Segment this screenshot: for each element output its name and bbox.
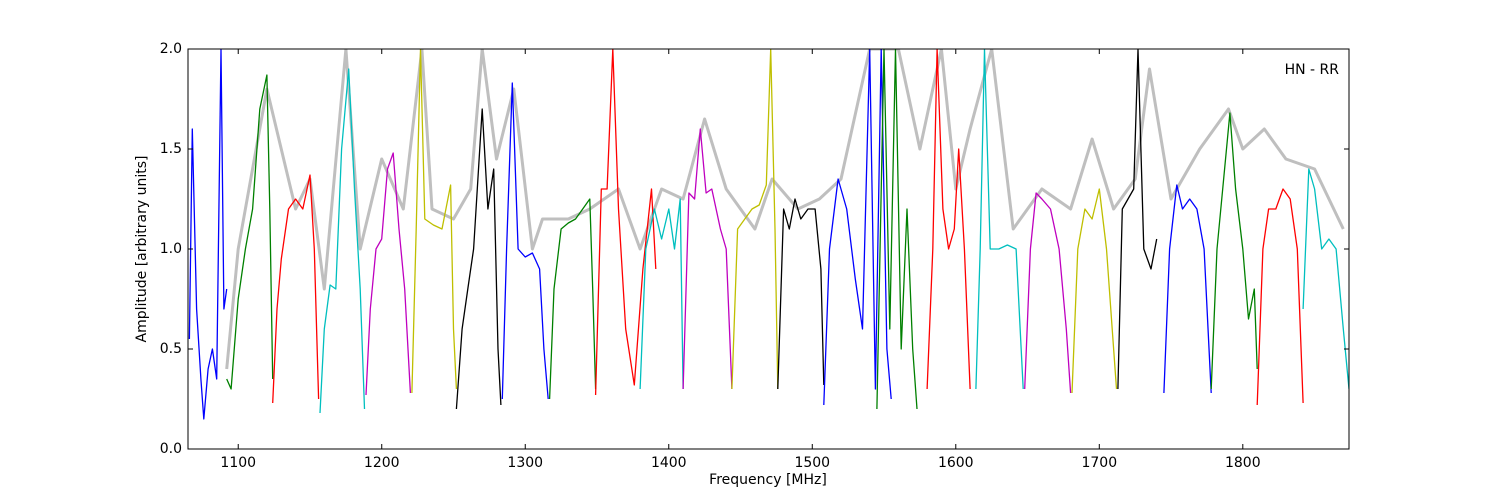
x-tick-label: 1100 xyxy=(220,455,256,471)
series-line xyxy=(1024,192,1072,394)
y-tick-label: 0.5 xyxy=(160,341,182,357)
x-tick-label: 1800 xyxy=(1225,455,1261,471)
series-line xyxy=(682,128,733,390)
series-line xyxy=(594,49,657,396)
series-line xyxy=(548,198,597,400)
x-tick-label: 1200 xyxy=(364,455,400,471)
annotation: HN - RR xyxy=(1285,62,1340,78)
series-line xyxy=(188,49,228,420)
y-tick-label: 1.0 xyxy=(160,241,182,257)
series-line xyxy=(225,49,1345,370)
x-axis-label: Frequency [MHz] xyxy=(709,472,827,488)
y-tick-label: 2.0 xyxy=(160,41,182,57)
series-line xyxy=(319,68,366,414)
x-tick-label: 1400 xyxy=(651,455,687,471)
y-tick-label: 1.5 xyxy=(160,141,182,157)
series-line xyxy=(876,49,918,410)
series-line xyxy=(455,108,502,410)
series-line xyxy=(1210,112,1258,390)
series-line xyxy=(1071,188,1118,394)
series-line xyxy=(501,82,549,400)
series-line xyxy=(1302,168,1349,390)
y-tick-label: 0.0 xyxy=(160,441,182,457)
lines xyxy=(188,49,1349,420)
series-line xyxy=(975,49,1024,390)
series-line xyxy=(1117,49,1158,390)
series-line xyxy=(823,49,892,406)
series-line xyxy=(272,174,320,404)
x-tick-label: 1500 xyxy=(794,455,830,471)
series-line xyxy=(639,198,684,390)
series-line xyxy=(226,74,274,390)
series-line xyxy=(731,49,779,390)
series-line xyxy=(777,198,825,390)
y-axis-label: Amplitude [arbitrary units] xyxy=(134,156,150,343)
series-line xyxy=(365,152,412,396)
x-tick-label: 1300 xyxy=(507,455,543,471)
series-line xyxy=(1163,184,1212,394)
x-tick-label: 1600 xyxy=(938,455,974,471)
x-tick-label: 1700 xyxy=(1081,455,1117,471)
series-line xyxy=(926,49,971,390)
series-line xyxy=(411,49,458,394)
series-line xyxy=(1256,188,1304,406)
